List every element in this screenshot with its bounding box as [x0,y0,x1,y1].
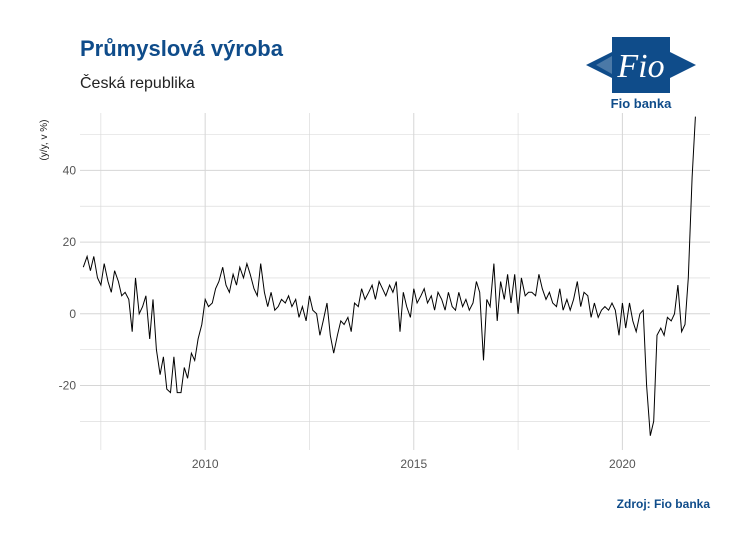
grid-lines [80,113,710,450]
logo-bank-name: Fio banka [610,96,672,111]
series-line [82,116,696,436]
y-tick-label: 20 [63,235,77,249]
y-tick-label: 0 [69,307,76,321]
x-tick-label: 2010 [192,457,219,471]
fio-logo: Fio Fio banka [586,34,696,114]
x-tick-label: 2020 [609,457,636,471]
chart-title: Průmyslová výroba [80,36,283,61]
chart-subtitle: Česká republika [80,75,195,92]
source-note: Zdroj: Fio banka [616,497,710,511]
y-tick-label: -20 [59,378,77,392]
x-tick-label: 2015 [400,457,427,471]
y-tick-label: 40 [63,163,77,177]
y-axis-label: (y/y, v %) [39,120,50,161]
axis-ticks: -20 0 20 40 2010 2015 2020 [59,163,636,471]
logo-mark-text: Fio [616,48,664,85]
fio-logo-mark-icon: Fio [586,37,696,93]
